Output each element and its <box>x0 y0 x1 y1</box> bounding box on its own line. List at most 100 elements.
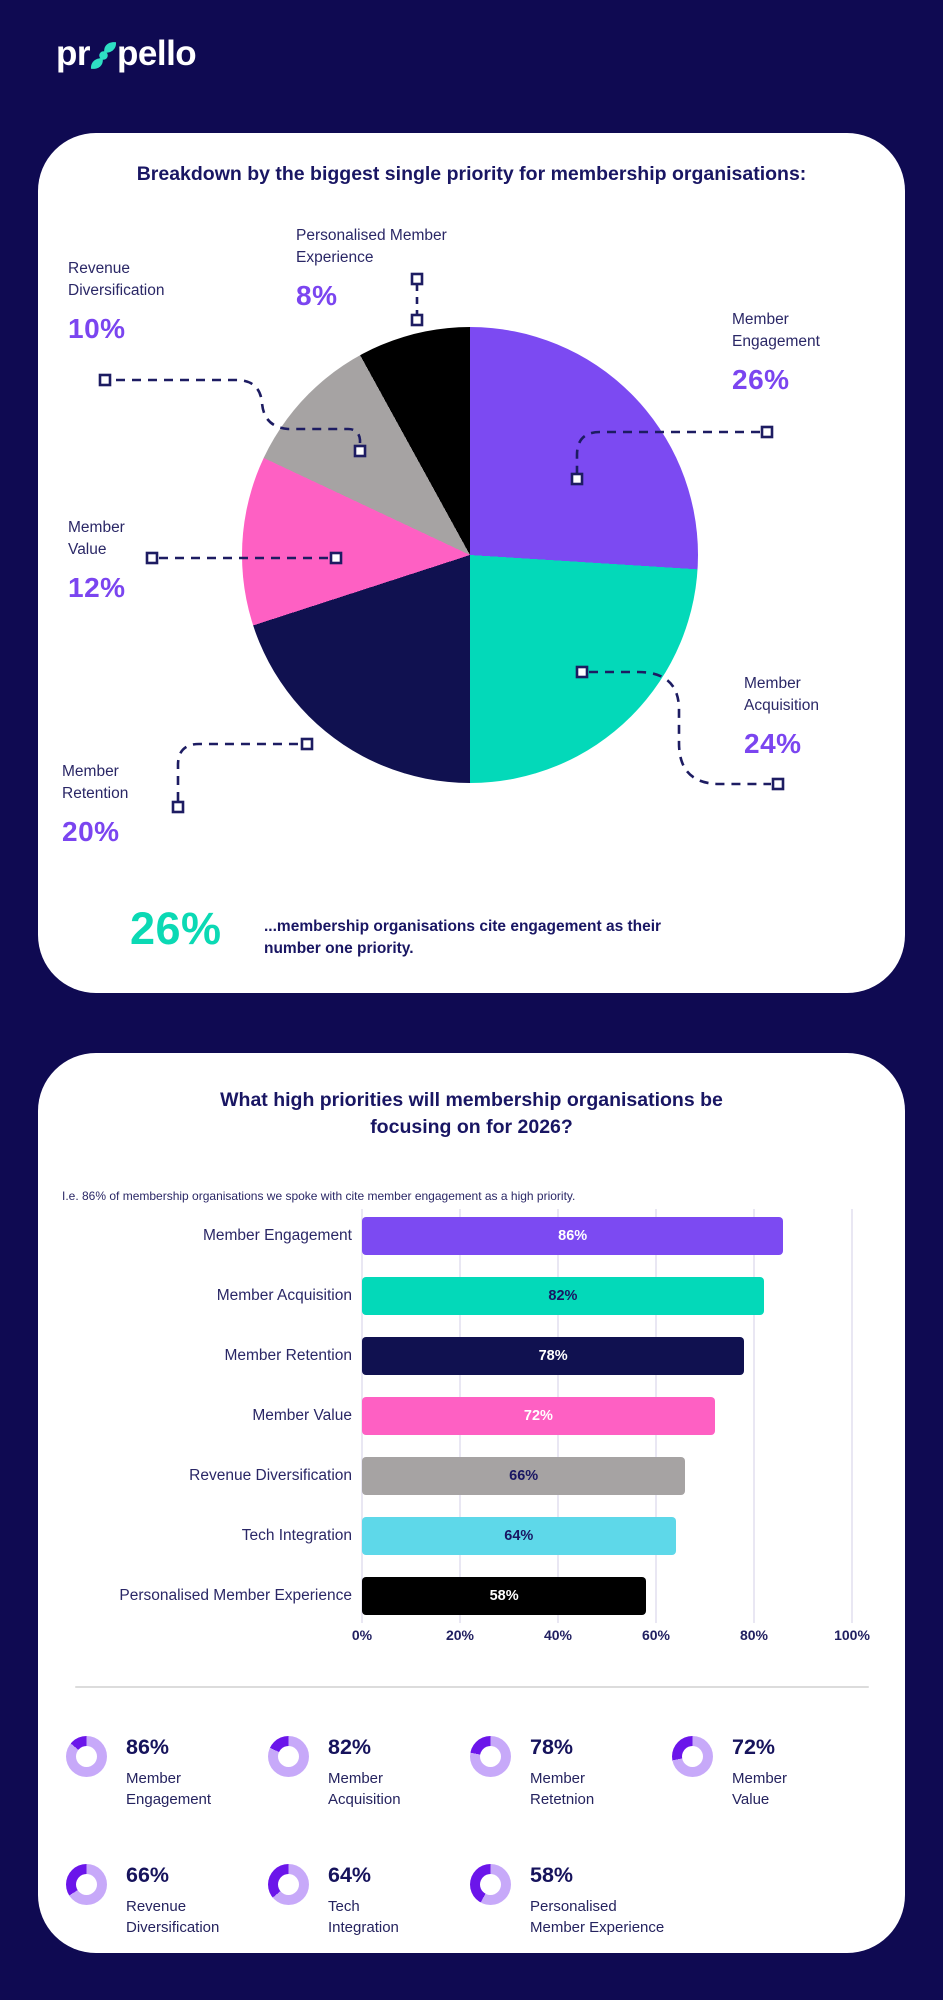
pie-label-member-engagement: Member Engagement 26% <box>732 309 820 396</box>
stat-value: 58% <box>530 1863 574 1887</box>
axis-tick-label: 0% <box>351 1627 373 1643</box>
slice-label: Member Acquisition <box>744 675 819 715</box>
gridline <box>753 1209 755 1623</box>
bar-track: 78% <box>362 1337 852 1375</box>
donut-hole <box>278 1746 299 1767</box>
pie-label-member-value: Member Value 12% <box>68 517 126 604</box>
bar-value-label: 58% <box>489 1588 519 1604</box>
stat-text: 66% Revenue Diversification <box>126 1863 220 1938</box>
logo: pr pello <box>56 34 197 74</box>
donut-hole <box>682 1746 703 1767</box>
pie-label-member-acquisition: Member Acquisition 24% <box>744 673 819 760</box>
bar-value-label: 64% <box>504 1528 534 1544</box>
bar-track: 82% <box>362 1277 852 1315</box>
slice-value: 8% <box>296 279 338 311</box>
stat-label: Revenue Diversification <box>126 1897 220 1936</box>
connector-endpoint <box>171 800 185 814</box>
stat-text: 64% Tech Integration <box>328 1863 399 1938</box>
slice-label: Revenue Diversification <box>68 260 165 300</box>
stat-item: 86% Member Engagement <box>66 1735 268 1864</box>
donut-hole <box>76 1874 97 1895</box>
connector-member-retention <box>176 742 301 801</box>
stat-donut-icon <box>470 1864 511 1905</box>
bar: 58% <box>362 1577 647 1615</box>
stat-label: Member Engagement <box>126 1769 212 1808</box>
logo-text-post: pello <box>117 34 197 73</box>
stat-grid: 86% Member Engagement 82% Member Acquisitio… <box>66 1735 874 1992</box>
stat-item: 72% Member Value <box>672 1735 874 1864</box>
card2-title: What high priorities will membership org… <box>220 1089 723 1139</box>
slice-value: 24% <box>744 727 802 759</box>
bar-category-label: Tech Integration <box>241 1527 352 1544</box>
stat-label: Member Value <box>732 1769 788 1808</box>
connector-endpoint <box>98 373 112 387</box>
stat-value: 86% <box>126 1735 170 1759</box>
bar-track: 66% <box>362 1457 852 1495</box>
slice-value: 10% <box>68 312 126 344</box>
axis-tick-label: 20% <box>445 1627 475 1643</box>
bar-row: Member Value 72% <box>62 1397 881 1435</box>
stat-donut-icon <box>268 1864 309 1905</box>
axis-tick-label: 60% <box>641 1627 671 1643</box>
bar: 82% <box>362 1277 764 1315</box>
card1-title: Breakdown by the biggest single priority… <box>136 163 807 185</box>
donut-hole <box>76 1746 97 1767</box>
pie-label-personalised-member-experience: Personalised Member Experience 8% <box>296 225 447 312</box>
bar-category-label: Member Acquisition <box>216 1287 352 1304</box>
stat-item: 82% Member Acquisition <box>268 1735 470 1864</box>
stat-value: 78% <box>530 1735 574 1759</box>
bar-track: 58% <box>362 1577 852 1615</box>
pie-connector-lines <box>98 272 785 814</box>
connector-endpoint <box>300 737 314 751</box>
pie-label-revenue-diversification: Revenue Diversification 10% <box>68 258 164 345</box>
stat-text: 78% Member Retetnion <box>530 1735 595 1810</box>
bar-value-label: 86% <box>558 1228 588 1244</box>
bar-row: Member Retention 78% <box>62 1337 881 1375</box>
bar-category-label: Revenue Diversification <box>189 1467 352 1484</box>
connector-endpoint <box>771 777 785 791</box>
connector-member-acquisition <box>589 670 771 786</box>
bar: 64% <box>362 1517 676 1555</box>
slice-label: Personalised Member Experience <box>296 227 447 267</box>
stat-text: 72% Member Value <box>732 1735 788 1810</box>
connector-revenue-diversification <box>116 378 362 445</box>
connector-endpoint <box>760 425 774 439</box>
axis-tick-label: 80% <box>739 1627 769 1643</box>
stat-text: 58% Personalised Member Experience <box>530 1863 664 1938</box>
connector-endpoint <box>575 665 589 679</box>
stat-item: 78% Member Retetnion <box>470 1735 672 1864</box>
slice-value: 26% <box>732 363 790 395</box>
gridline <box>851 1209 853 1623</box>
bar-row: Revenue Diversification 66% <box>62 1457 881 1495</box>
bar-category-label: Member Engagement <box>202 1227 352 1244</box>
stat-value: 72% <box>732 1735 776 1759</box>
section-divider <box>75 1686 869 1688</box>
bar: 78% <box>362 1337 745 1375</box>
bar-category-label: Member Retention <box>224 1347 352 1364</box>
x-axis: 0% 20% 40% 60% 80% 100% <box>352 1627 870 1653</box>
stat-donut-icon <box>470 1736 511 1777</box>
bar-value-label: 72% <box>523 1408 553 1424</box>
stat-item: 64% Tech Integration <box>268 1863 470 1992</box>
bar-rows: Member Engagement 86% Member Acquisition 82… <box>62 1217 881 1615</box>
bar-row: Member Acquisition 82% <box>62 1277 881 1315</box>
stat-donut-icon <box>66 1864 107 1905</box>
slice-label: Member Engagement <box>732 311 820 351</box>
connector-endpoint <box>410 313 424 327</box>
slice-label: Member Value <box>68 519 125 559</box>
axis-tick-label: 100% <box>834 1627 870 1643</box>
bar-track: 86% <box>362 1217 852 1255</box>
slice-label: Member Retention <box>62 763 129 803</box>
stat-label: Tech Integration <box>328 1897 399 1936</box>
stat-value: 82% <box>328 1735 372 1759</box>
pie-label-member-retention: Member Retention 20% <box>62 761 128 848</box>
bar-row: Tech Integration 64% <box>62 1517 881 1555</box>
connector-endpoint <box>329 551 343 565</box>
card2-subtitle: I.e. 86% of membership organisations we … <box>62 1189 576 1203</box>
bar: 66% <box>362 1457 686 1495</box>
stat-donut-icon <box>268 1736 309 1777</box>
callout-text: ...membership organisations cite engagem… <box>264 918 662 958</box>
bar-row: Personalised Member Experience 58% <box>62 1577 881 1615</box>
stat-label: Member Retetnion <box>530 1769 595 1808</box>
donut-hole <box>480 1746 501 1767</box>
